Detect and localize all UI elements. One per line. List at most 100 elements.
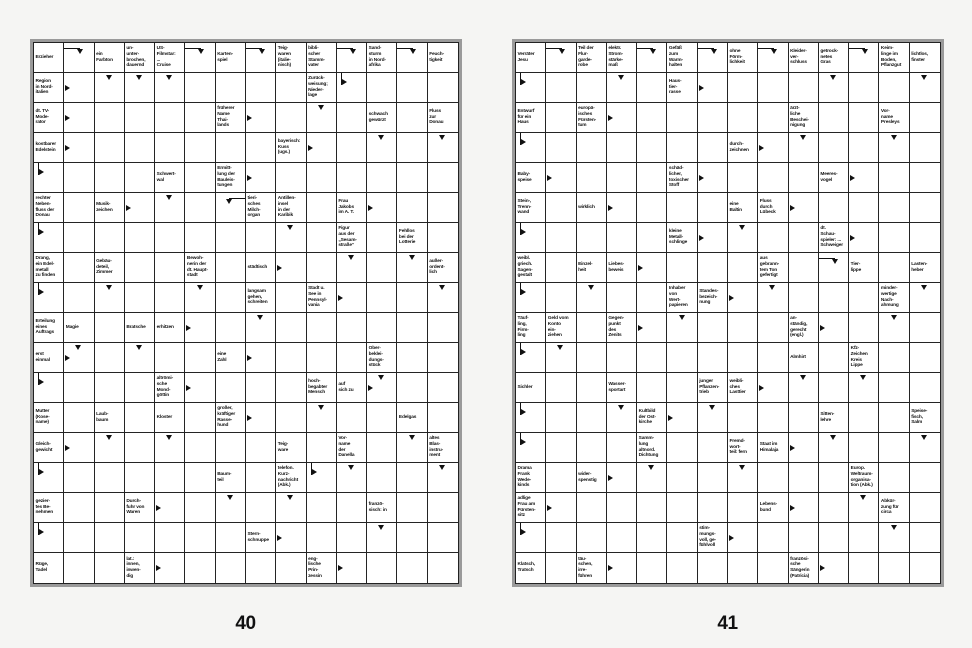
clue-cell: Bratsche: [124, 313, 156, 343]
answer-cell: [606, 523, 638, 553]
answer-cell: [367, 313, 398, 343]
answer-cell: [667, 493, 698, 523]
answer-cell: [697, 403, 728, 433]
clue-cell: Teil der Flur- garde- robe: [576, 43, 607, 73]
clue-cell: Sitten- lehre: [818, 403, 850, 433]
answer-cell: [909, 163, 940, 193]
clue-text: Klatsch, Tratsch: [517, 562, 536, 573]
clue-text: Fluss zur Donau: [429, 108, 444, 126]
answer-cell: [427, 223, 458, 253]
answer-cell: [306, 493, 337, 523]
answer-cell: [909, 133, 940, 163]
clue-text: Fluss durch Lübeck: [759, 198, 776, 216]
answer-cell: [64, 553, 95, 583]
answer-cell: [576, 433, 607, 463]
answer-cell: [909, 493, 940, 523]
clue-text: Laub- baum: [96, 411, 109, 423]
clue-text: wirklich: [578, 204, 595, 210]
hook-right-arrow-icon: [38, 463, 44, 475]
down-arrow-icon: [921, 74, 928, 80]
answer-cell: [697, 433, 728, 463]
answer-cell: [124, 433, 156, 463]
clue-text: Karten- spiel: [217, 51, 233, 63]
answer-cell: [788, 283, 819, 313]
answer-cell: [155, 553, 186, 583]
answer-cell: [64, 43, 95, 73]
answer-cell: [849, 553, 880, 583]
clue-text: Gegen- punkt des Zenits: [608, 316, 624, 339]
answer-cell: [397, 553, 428, 583]
answer-cell: [397, 373, 428, 403]
answer-cell: [516, 73, 547, 103]
answer-cell: [336, 133, 368, 163]
answer-cell: [788, 463, 819, 493]
clue-cell: Bewoh- nerin der dt. Haupt- stadt: [185, 253, 216, 283]
down-arrow-icon: [617, 404, 624, 410]
answer-cell: [306, 343, 337, 373]
answer-cell: [576, 343, 607, 373]
answer-cell: [606, 223, 638, 253]
clue-cell: erst einmal: [34, 343, 65, 373]
answer-cell: [849, 493, 880, 523]
down-arrow-icon: [347, 254, 354, 260]
clue-text: telefon. Kurz- nachricht (Abk.): [277, 466, 299, 489]
clue-text: Musik- zeichen: [96, 201, 113, 213]
answer-cell: [185, 433, 216, 463]
clue-text: Schwert- wal: [156, 171, 176, 183]
clue-text: dt. TV- Mode- rator: [35, 108, 50, 126]
down-arrow-icon: [166, 434, 173, 440]
answer-cell: [216, 553, 246, 583]
clue-cell: Teig- waren (italie- nisch): [276, 43, 307, 73]
clue-text: eine Baltin: [729, 201, 743, 213]
clue-text: eine Zahl: [217, 351, 227, 363]
clue-cell: Durch- fuhr von Waren: [124, 493, 156, 523]
clue-cell: adlige Frau am Fürsten- sitz: [516, 493, 547, 523]
answer-cell: [306, 133, 337, 163]
answer-cell: [155, 433, 186, 463]
answer-cell: [94, 163, 125, 193]
answer-cell: [637, 493, 668, 523]
answer-cell: [758, 163, 789, 193]
answer-cell: [546, 223, 577, 253]
answer-cell: [879, 163, 910, 193]
answer-cell: [697, 253, 728, 283]
clue-cell: Gebäu- deteil, Zimmer: [94, 253, 125, 283]
clue-text: Zurück- weisung; Nieder- lage: [308, 76, 328, 99]
answer-cell: [758, 43, 789, 73]
answer-cell: [576, 223, 607, 253]
answer-cell: [427, 193, 458, 223]
clue-cell: un- unter- brochen, dauernd: [124, 43, 156, 73]
clue-text: Almhirt: [790, 354, 806, 360]
answer-cell: [155, 493, 186, 523]
hook-down-arrow-icon: [849, 48, 869, 54]
answer-cell: [909, 463, 940, 493]
answer-cell: [215, 73, 246, 103]
answer-cell: [64, 103, 95, 133]
answer-cell: [246, 463, 277, 493]
hook-right-arrow-icon: [340, 73, 347, 85]
answer-cell: [337, 553, 368, 583]
clue-text: Gleich- gewicht: [35, 441, 53, 453]
down-arrow-icon: [378, 524, 385, 530]
hook-down-arrow-icon: [818, 258, 838, 264]
right-arrow-icon: [789, 504, 795, 511]
answer-cell: [276, 373, 307, 403]
answer-cell: [34, 523, 65, 553]
clue-cell: dt. Schau- spieler: ... Schweiger: [818, 223, 850, 253]
answer-cell: [576, 163, 607, 193]
answer-cell: [667, 253, 698, 283]
down-arrow-icon: [135, 74, 142, 80]
answer-cell: [697, 193, 728, 223]
answer-cell: [546, 43, 577, 73]
answer-cell: [427, 343, 458, 373]
answer-cell: [124, 403, 156, 433]
answer-cell: [246, 103, 277, 133]
hook-down-arrow-icon: [397, 48, 417, 54]
answer-cell: [697, 43, 728, 73]
answer-cell: [397, 43, 428, 73]
answer-cell: [849, 313, 880, 343]
down-arrow-icon: [890, 134, 897, 140]
clue-text: stim- mungs- voll, ge- fühlvoll: [699, 526, 716, 549]
clue-cell: rechter Neben- fluss der Donau: [34, 193, 65, 223]
clue-cell: Ermitt- lung der Bauleis- tungen: [215, 163, 246, 193]
